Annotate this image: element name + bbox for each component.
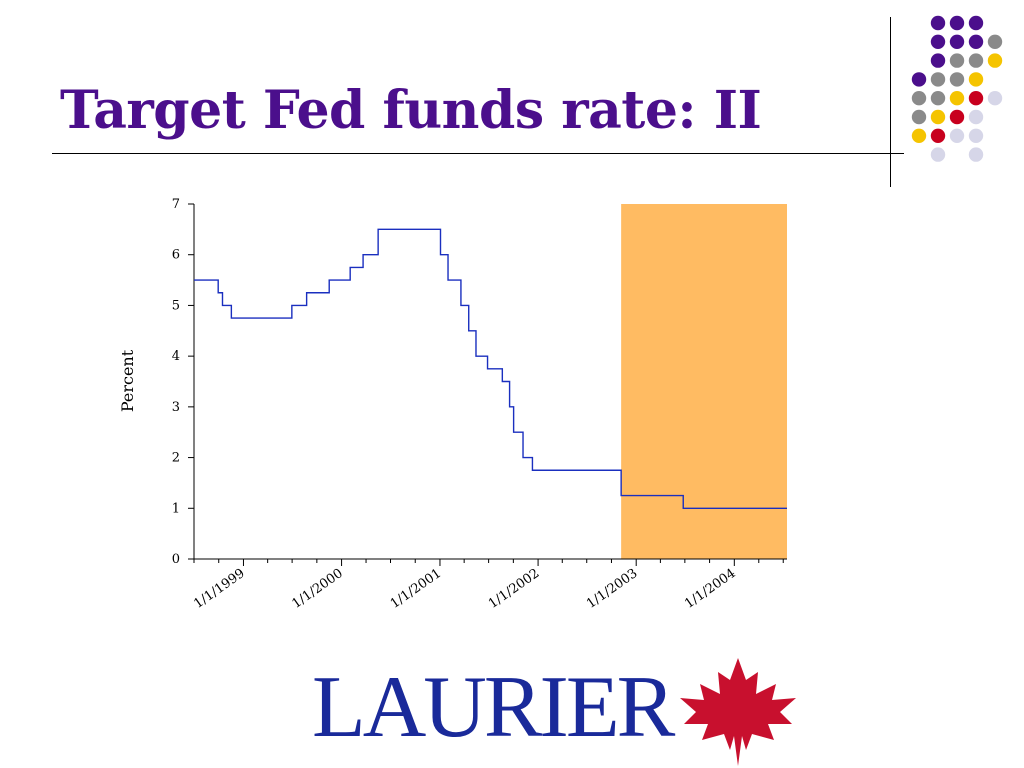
x-tick-label: 1/1/1999 xyxy=(191,566,247,612)
laurier-logo: LAURIER xyxy=(306,658,798,768)
y-tick-label: 1 xyxy=(172,501,180,516)
fed-funds-rate-line xyxy=(194,228,787,509)
x-tick-label: 1/1/2002 xyxy=(486,566,542,612)
series-layer xyxy=(194,228,787,509)
x-tick-label: 1/1/2004 xyxy=(682,566,738,612)
y-axis-label: Percent xyxy=(118,349,137,412)
highlight-region xyxy=(621,204,787,559)
x-tick-label: 1/1/2003 xyxy=(584,566,640,612)
y-tick-label: 4 xyxy=(172,349,180,364)
y-tick-label: 6 xyxy=(172,248,180,263)
x-tick-label: 1/1/2001 xyxy=(388,566,444,612)
logo-text: LAURIER xyxy=(312,659,675,756)
highlight-region-layer xyxy=(621,204,787,559)
maple-leaf-icon xyxy=(680,658,796,766)
title-rule xyxy=(52,153,904,154)
x-tick-label: 1/1/2000 xyxy=(289,566,345,612)
slide-title: Target Fed funds rate: II xyxy=(60,80,762,141)
y-tick-label: 3 xyxy=(172,400,180,415)
y-tick-label: 7 xyxy=(172,197,180,212)
y-tick-label: 0 xyxy=(172,552,180,567)
y-tick-label: 5 xyxy=(172,298,180,313)
y-tick-label: 2 xyxy=(172,451,180,466)
vertical-rule xyxy=(890,17,891,187)
